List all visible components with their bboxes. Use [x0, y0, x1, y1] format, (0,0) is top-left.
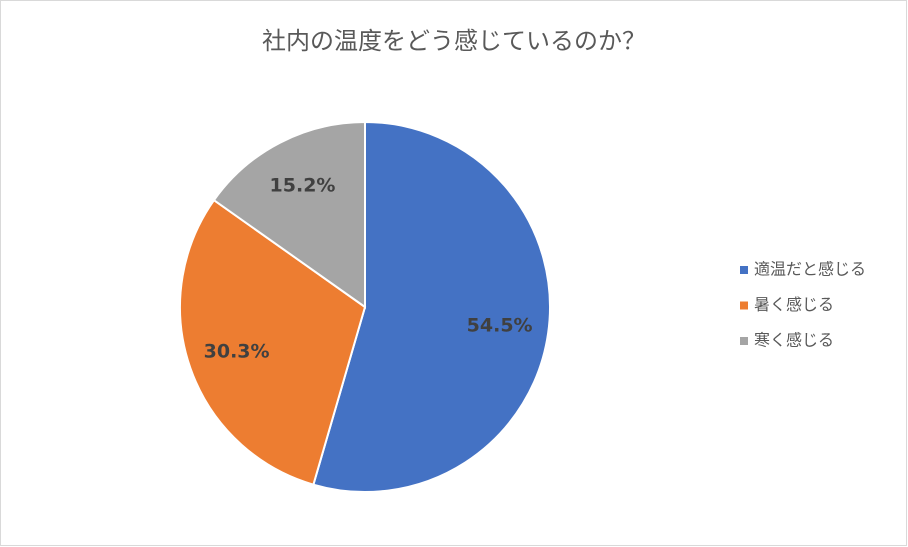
data-label: 15.2%	[270, 175, 336, 197]
legend-swatch	[740, 266, 748, 274]
data-label: 30.3%	[204, 340, 270, 362]
pie-slice	[312, 120, 551, 493]
legend-swatch	[740, 337, 748, 345]
data-label: 54.5%	[467, 315, 533, 337]
legend-swatch	[740, 301, 748, 310]
legend-label: 寒く感じる	[754, 331, 834, 350]
pie-slice	[212, 120, 366, 309]
legend-label: 適温だと感じる	[754, 260, 866, 279]
pie-slice	[179, 198, 367, 486]
legend-label: 暑く感じる	[754, 295, 834, 314]
chart-title: 社内の温度をどう感じているのか？	[262, 27, 646, 55]
